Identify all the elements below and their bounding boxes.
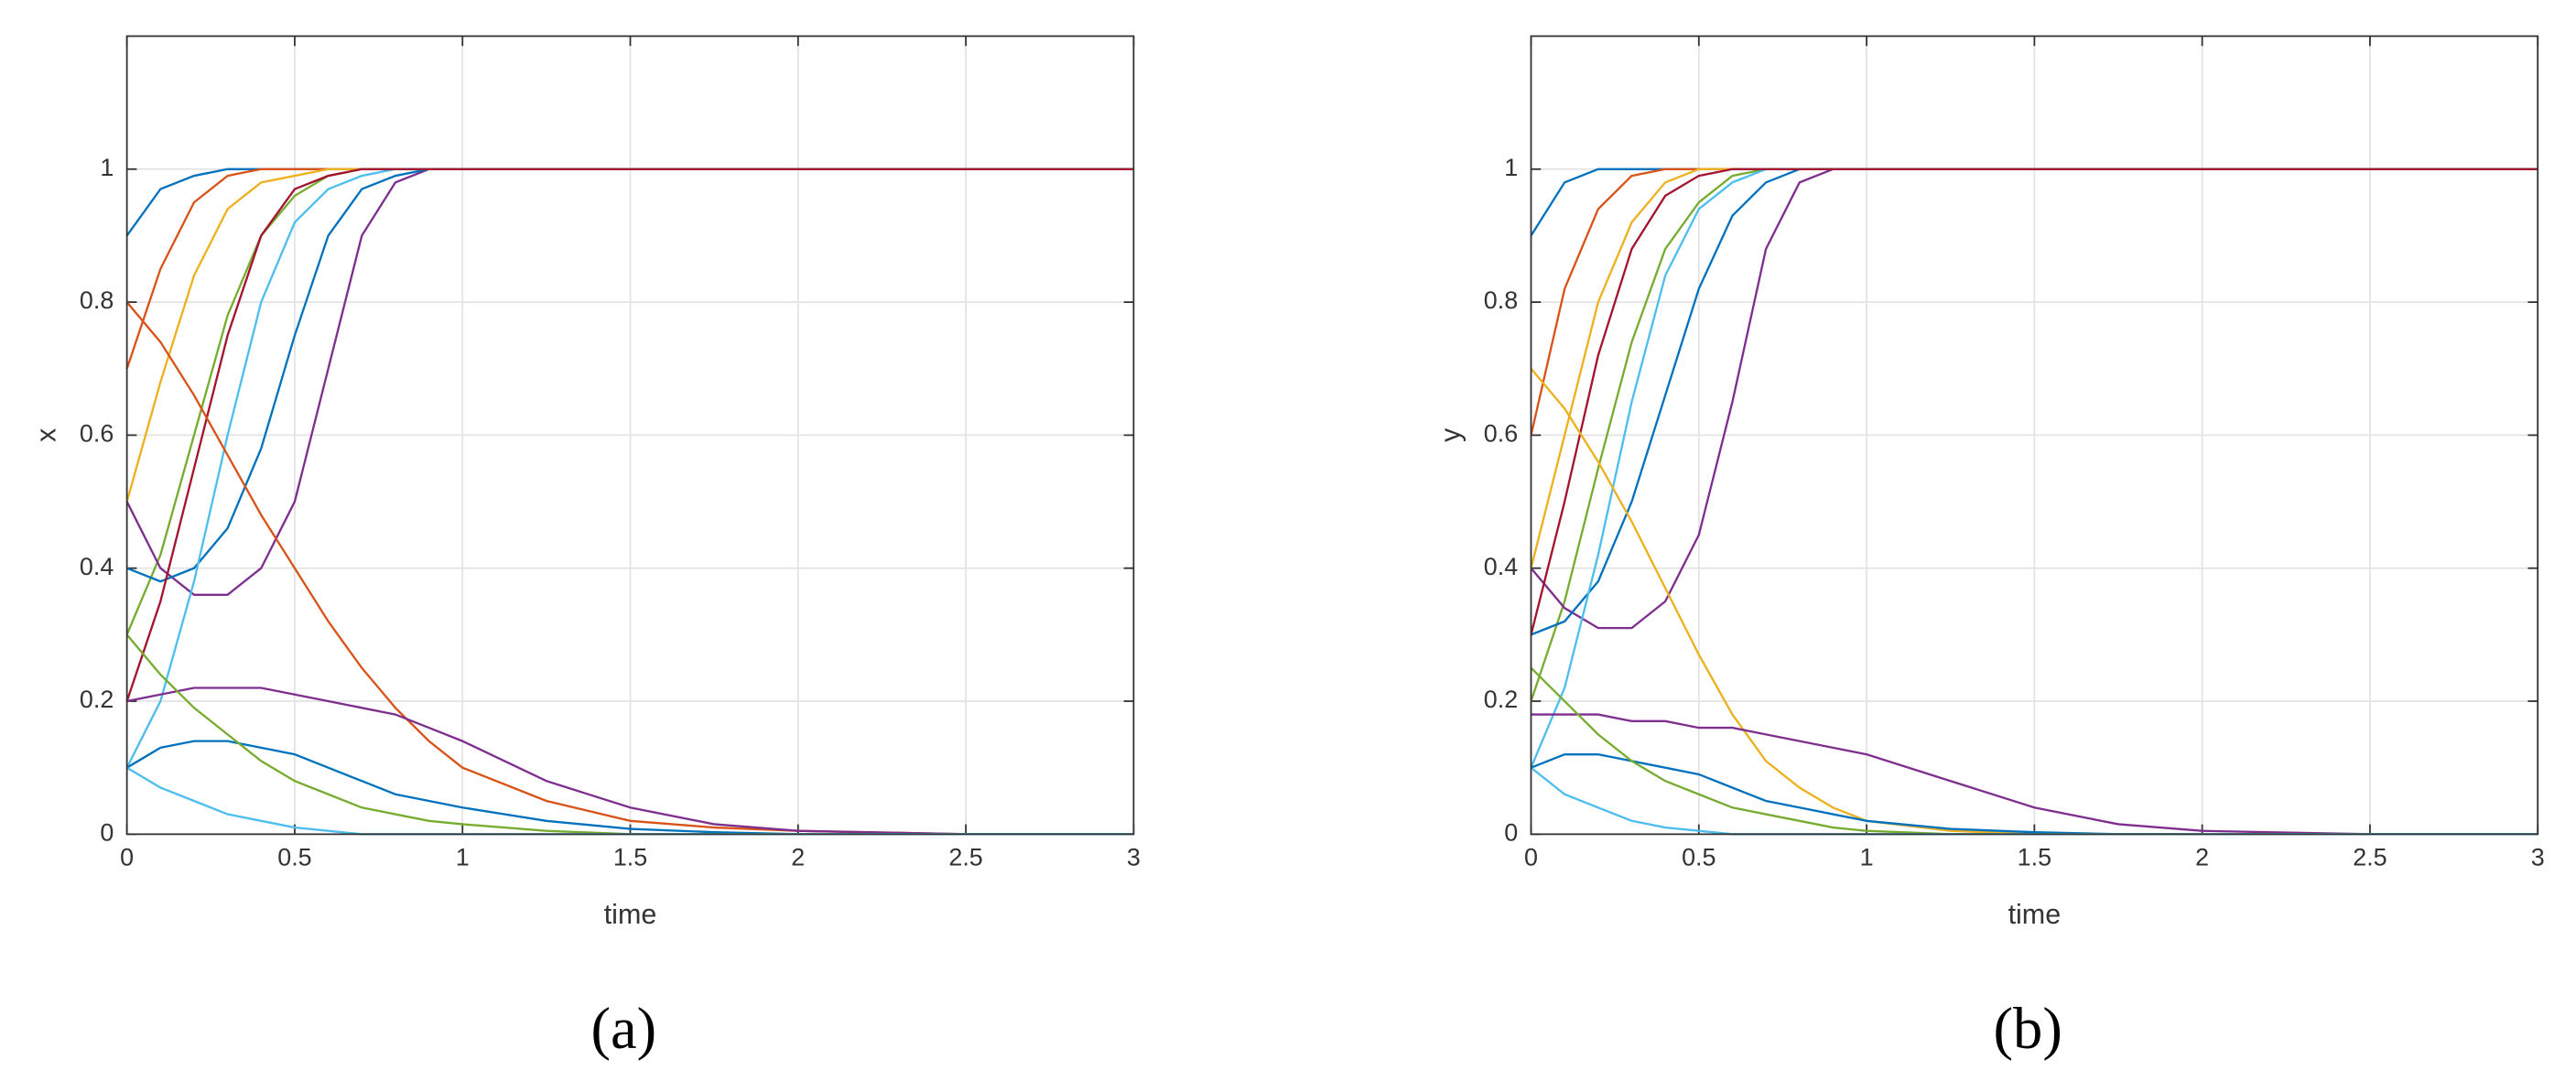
x-tick-label: 2.5 — [2353, 843, 2387, 870]
y-axis-label: x — [31, 428, 62, 442]
axes-box — [125, 35, 1135, 836]
y-tick-label: 1 — [100, 154, 114, 181]
x-tick-label: 1.5 — [613, 843, 647, 870]
y-tick-label: 0.6 — [1484, 420, 1518, 448]
y-tick-label: 0.4 — [1484, 553, 1518, 580]
series-line — [1530, 168, 2538, 635]
y-tick-label: 0.2 — [80, 686, 114, 713]
x-tick-label: 1 — [1860, 843, 1874, 870]
x-tick-label: 1 — [456, 843, 470, 870]
x-tick-label: 3 — [1127, 843, 1141, 870]
x-tick-label: 0.5 — [1682, 843, 1716, 870]
x-tick-label: 2 — [2195, 843, 2209, 870]
series-line — [126, 740, 1134, 836]
y-tick-label: 0.4 — [80, 553, 114, 580]
series-line — [126, 687, 1134, 836]
y-axis-label: y — [1434, 427, 1466, 442]
y-tick-label: 0.6 — [80, 420, 114, 448]
x-tick-label: 0.5 — [277, 843, 311, 870]
y-tick-label: 1 — [1504, 154, 1518, 181]
x-tick-label: 3 — [2531, 843, 2545, 870]
x-tick-label: 2.5 — [948, 843, 982, 870]
panel-caption: (b) — [1994, 995, 2062, 1062]
y-tick-label: 0 — [100, 818, 114, 846]
x-axis-label: time — [2008, 899, 2062, 930]
axes-box — [1530, 35, 2539, 836]
x-tick-label: 2 — [791, 843, 805, 870]
x-tick-label: 0 — [1524, 843, 1538, 870]
y-tick-label: 0.2 — [1484, 686, 1518, 713]
x-tick-label: 1.5 — [2018, 843, 2051, 870]
panel-caption: (a) — [590, 995, 656, 1062]
y-tick-label: 0 — [1504, 818, 1518, 846]
series-line — [125, 301, 1134, 836]
y-tick-label: 0.8 — [80, 287, 114, 314]
series-line — [125, 168, 1134, 702]
x-tick-label: 0 — [120, 843, 134, 870]
series-line — [1531, 713, 2538, 836]
x-axis-label: time — [604, 899, 657, 930]
y-tick-label: 0.8 — [1484, 287, 1518, 314]
